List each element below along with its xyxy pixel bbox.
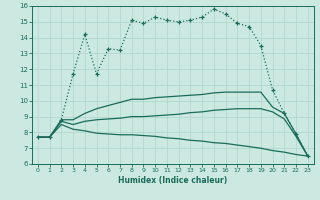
X-axis label: Humidex (Indice chaleur): Humidex (Indice chaleur)	[118, 176, 228, 185]
